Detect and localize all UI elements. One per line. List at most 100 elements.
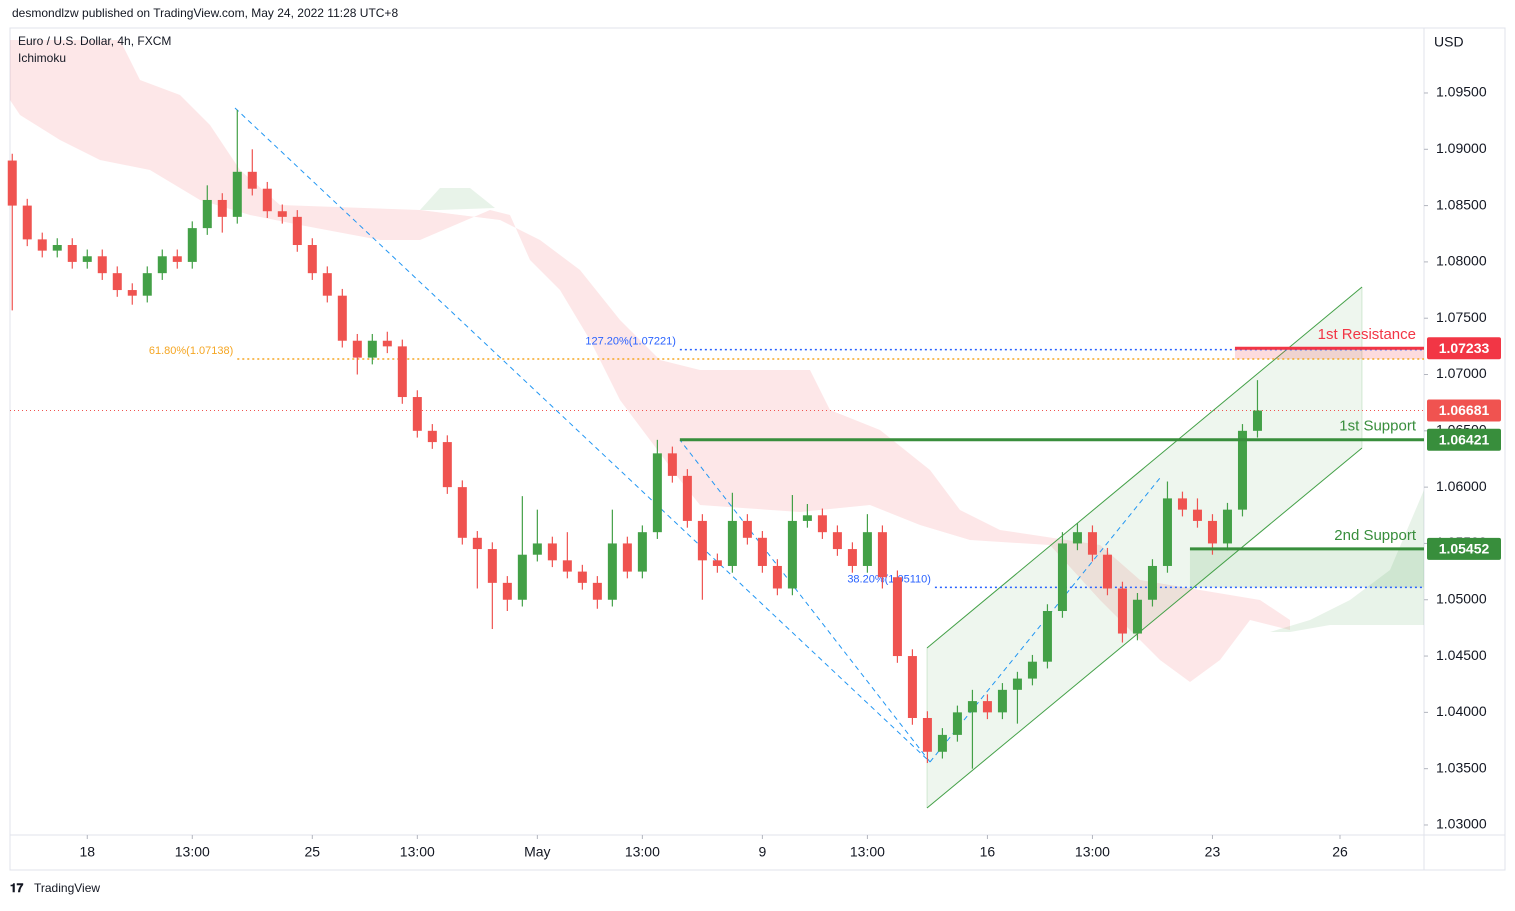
candle-body: [172, 256, 182, 262]
ichimoku-cloud: [1270, 490, 1424, 632]
candle-body: [487, 549, 497, 583]
candle-body: [607, 543, 617, 600]
level-price-label: 1.06421: [1439, 431, 1490, 447]
candle-body: [1027, 661, 1037, 679]
candle-body: [622, 543, 632, 572]
candle-body: [667, 453, 677, 476]
candle-body: [292, 216, 302, 246]
candle-body: [1222, 509, 1232, 544]
fib-level-label: 38.20%(1.05110): [847, 573, 931, 585]
candle-body: [457, 487, 467, 538]
candle-body: [772, 565, 782, 589]
candle-body: [52, 245, 62, 251]
candle-body: [367, 340, 377, 358]
channel-line: [926, 447, 1363, 809]
candle-body: [787, 520, 797, 589]
x-tick-label: 16: [980, 844, 996, 860]
frame: [9, 27, 1506, 871]
candle-body: [187, 228, 197, 262]
candle-body: [472, 537, 482, 550]
ichimoku-cloud: [10, 40, 1290, 682]
candle-body: [592, 582, 602, 600]
brand: TradingView: [34, 881, 100, 895]
currency-label: USD: [1434, 34, 1464, 50]
candle-body: [1237, 430, 1247, 510]
candle-body: [397, 346, 407, 398]
x-tick-label: 13:00: [175, 844, 210, 860]
y-tick-label: 1.07000: [1436, 365, 1487, 381]
x-tick-label: 13:00: [625, 844, 660, 860]
y-tick-label: 1.05000: [1436, 590, 1487, 606]
level-label: 1st Resistance: [1318, 326, 1416, 343]
candle-body: [307, 245, 317, 274]
candle-body: [757, 537, 767, 566]
x-tick-label: 26: [1332, 844, 1348, 860]
logo-mark: 𝟏𝟕: [10, 881, 24, 895]
x-tick-label: 13:00: [850, 844, 885, 860]
candle-body: [1192, 509, 1202, 521]
candle-body: [7, 160, 17, 206]
y-tick-label: 1.03000: [1436, 816, 1487, 832]
y-tick-label: 1.08000: [1436, 253, 1487, 269]
x-tick-label: 9: [758, 844, 766, 860]
level-price-label: 1.05452: [1439, 541, 1490, 557]
candle-body: [952, 712, 962, 735]
candle-body: [847, 549, 857, 566]
candle-body: [1102, 554, 1112, 589]
symbol-title: Euro / U.S. Dollar, 4h, FXCM: [18, 34, 171, 48]
candle-body: [652, 453, 662, 533]
last-price-label: 1.06681: [1439, 402, 1490, 418]
candle-body: [502, 582, 512, 600]
y-tick-label: 1.04000: [1436, 703, 1487, 719]
candle-body: [547, 543, 557, 561]
candle-body: [907, 656, 917, 718]
candle-body: [427, 430, 437, 443]
fib-level-label: 61.80%(1.07138): [149, 345, 233, 357]
candle-body: [862, 532, 872, 566]
candle-body: [142, 273, 152, 296]
candle-body: [697, 520, 707, 561]
candle-body: [352, 340, 362, 358]
candle-body: [1042, 611, 1052, 662]
candle-body: [682, 475, 692, 521]
y-tick-label: 1.06000: [1436, 478, 1487, 494]
candle-body: [37, 239, 47, 251]
y-tick-label: 1.03500: [1436, 759, 1487, 775]
candle-body: [562, 560, 572, 572]
level-price-box: [1427, 537, 1501, 560]
x-tick-label: 13:00: [400, 844, 435, 860]
candle-body: [1252, 410, 1262, 431]
level-label: 2nd Support: [1334, 527, 1417, 544]
candle-body: [742, 520, 752, 538]
candle-body: [637, 532, 647, 572]
candle-body: [157, 256, 167, 274]
y-tick-label: 1.09500: [1436, 84, 1487, 100]
x-tick-label: 23: [1205, 844, 1221, 860]
candle-body: [1177, 498, 1187, 510]
candle-body: [1012, 678, 1022, 690]
candle-body: [337, 295, 347, 341]
ichimoku-cloud: [420, 188, 495, 210]
candle-body: [937, 734, 947, 752]
indicator-name: Ichimoku: [18, 51, 66, 65]
candle-body: [982, 701, 992, 713]
candle-body: [1117, 588, 1127, 634]
candle-body: [412, 397, 422, 431]
candle-body: [967, 701, 977, 713]
y-tick-label: 1.09000: [1436, 140, 1487, 156]
x-tick-label: May: [524, 844, 550, 860]
plot-layer: 61.80%(1.07138) 127.20%(1.07221) 38.20%(1.…: [7, 109, 1424, 769]
x-tick-label: 18: [79, 844, 95, 860]
y-tick-label: 1.08500: [1436, 196, 1487, 212]
candle-body: [217, 199, 227, 217]
candle-body: [442, 442, 452, 488]
candle-body: [1147, 565, 1157, 600]
candle-body: [247, 171, 257, 189]
candle-body: [112, 273, 122, 291]
candle-body: [262, 188, 272, 212]
resistance-zone: [1234, 348, 1424, 359]
candle-body: [577, 571, 587, 583]
candle-body: [232, 171, 242, 217]
